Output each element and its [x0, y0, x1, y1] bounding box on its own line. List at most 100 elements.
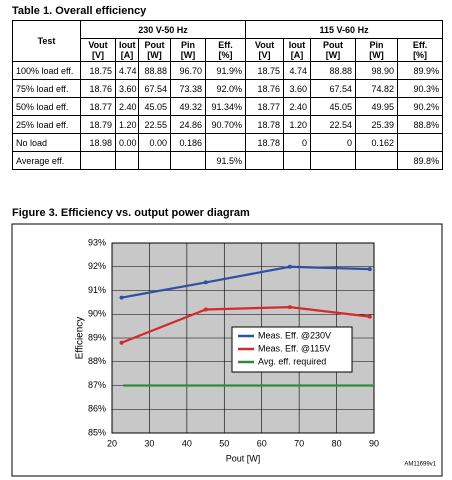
column-unit: [V] [258, 50, 271, 60]
table-cell: 2.40 [283, 97, 312, 116]
table-cell: 45.05 [138, 97, 171, 116]
data-point [287, 305, 292, 310]
table-cell [80, 151, 116, 170]
y-tick-label: 87% [88, 380, 106, 390]
column-header: Iout [A] [115, 38, 139, 62]
table-cell: 89.9% [397, 61, 444, 80]
column-unit: [A] [120, 50, 134, 60]
table-cell: 0.186 [170, 133, 206, 152]
chart: 85% 86% 87% 88% 89% 90% 91% 92% 93% 20 30 40 50 60 70 8… [11, 223, 443, 477]
table: Test 230 V-50 Hz 115 V-60 Hz Vout [V] Iout [A]… [12, 20, 444, 170]
table-row: 25% load eff. 18.79 1.20 22.55 24.86 90.70% 18… [12, 115, 444, 134]
y-tick-label: 92% [88, 261, 106, 271]
table-cell: 88.8% [397, 115, 444, 134]
column-header: Vout [V] [80, 38, 116, 62]
x-tick-label: 40 [182, 438, 192, 448]
table-cell: 89.8% [397, 151, 444, 170]
table-cell: 92.0% [204, 79, 247, 98]
table-cell: Average eff. [12, 151, 81, 170]
column-unit: [W] [369, 50, 384, 60]
table-cell: 1.20 [283, 115, 312, 134]
table-cell: 25.39 [355, 115, 399, 134]
table-cell: 18.98 [80, 133, 116, 152]
x-tick-label: 30 [144, 438, 154, 448]
column-name: Iout [119, 40, 136, 50]
column-unit: [%] [218, 50, 233, 60]
legend-label: Avg. eff. required [258, 356, 326, 366]
table-cell: 50% load eff. [12, 97, 81, 116]
table-cell: 100% load eff. [12, 61, 81, 80]
table-cell: 25% load eff. [12, 115, 81, 134]
y-tick-label: 85% [88, 427, 106, 437]
table-cell: 18.77 [80, 97, 116, 116]
column-name: Vout [254, 40, 275, 50]
data-point [367, 267, 372, 272]
table-cell: 18.78 [245, 115, 285, 134]
table-cell: 18.79 [80, 115, 116, 134]
series-line [121, 265, 370, 299]
column-name: Pin [180, 40, 195, 50]
table-row: 100% load eff. 18.75 4.74 88.88 96.70 91.9% 18… [12, 61, 444, 80]
table-cell: 88.88 [138, 61, 171, 80]
data-point [119, 340, 124, 345]
column-unit: [A] [290, 50, 304, 60]
table-cell: 67.54 [310, 79, 357, 98]
x-tick-label: 70 [294, 438, 304, 448]
column-name: Eff. [218, 40, 233, 50]
table-cell: 90.2% [397, 97, 444, 116]
table-cell: 49.32 [170, 97, 206, 116]
table-cell: 49.95 [355, 97, 399, 116]
table-cell: 91.34% [204, 97, 247, 116]
table-cell: 91.9% [204, 61, 247, 80]
header-row: Test 230 V-50 Hz 115 V-60 Hz [12, 20, 444, 62]
column-unit: [W] [325, 50, 341, 60]
x-tick-label: 20 [107, 438, 117, 448]
table-cell: 0 [283, 133, 312, 152]
column-unit: [W] [180, 50, 196, 60]
y-tick-label: 90% [88, 309, 106, 319]
series-line [121, 306, 370, 344]
table-cell: 0.00 [115, 133, 139, 152]
table-cell: 45.05 [310, 97, 357, 116]
data-point [367, 314, 372, 319]
x-axis-label: Pout [W] [226, 453, 261, 463]
column-name: Pin [369, 40, 384, 50]
table-cell [310, 151, 357, 170]
column-header: Pin [W] [355, 38, 399, 62]
table-cell [138, 151, 171, 170]
x-tick-label: 90 [369, 438, 379, 448]
column-header: Eff. [%] [397, 38, 444, 62]
table-cell: 0.162 [355, 133, 399, 152]
table-cell [283, 151, 312, 170]
group-header: 115 V-60 Hz [245, 20, 444, 39]
x-tick-label: 60 [257, 438, 267, 448]
table-cell: 1.20 [115, 115, 139, 134]
column-name: Eff. [412, 40, 428, 50]
table-cell: 22.55 [138, 115, 171, 134]
column-unit: [V] [92, 50, 104, 60]
table-cell [115, 151, 139, 170]
group-header: 230 V-50 Hz [79, 20, 247, 39]
table-cell: 73.38 [170, 79, 206, 98]
column-header: Pout [W] [310, 38, 357, 62]
x-tick-label: 50 [219, 438, 229, 448]
column-header: Vout [V] [245, 38, 285, 62]
table-cell: 90.70% [204, 115, 247, 134]
table-cell: 22.54 [310, 115, 357, 134]
table-cell [397, 133, 444, 152]
table-cell: 0.00 [138, 133, 171, 152]
y-axis-label: Efficiency [75, 317, 86, 360]
data-point [119, 295, 124, 300]
note: AM11699v1 [404, 462, 436, 468]
column-name: Pout [144, 40, 165, 50]
table-cell: 18.76 [80, 79, 116, 98]
table-cell: 75% load eff. [12, 79, 81, 98]
y-tick-label: 91% [88, 285, 106, 295]
table-cell: 88.88 [310, 61, 357, 80]
column-unit: [W] [147, 50, 162, 60]
data-point [203, 280, 208, 285]
legend-label: Meas. Eff. @115V [258, 343, 330, 353]
column-header: Eff. [%] [204, 38, 247, 62]
table-cell [355, 151, 399, 170]
table-cell: No load [12, 133, 81, 152]
